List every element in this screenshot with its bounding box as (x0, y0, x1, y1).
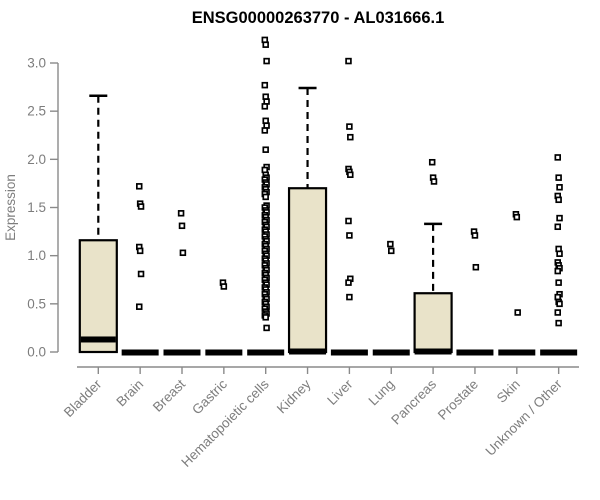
box-Pancreas (413, 292, 453, 354)
y-tick-label: 0.5 (27, 296, 46, 311)
median-line (289, 348, 327, 355)
zero-box-Lung (372, 349, 410, 356)
zero-box-Prostate (456, 349, 494, 356)
outlier-point (345, 57, 352, 65)
outlier-point (136, 183, 143, 190)
outlier-point (387, 240, 394, 248)
median-line (80, 336, 116, 343)
x-tick-label: Prostate (435, 377, 481, 423)
outlier-point (556, 184, 563, 191)
outlier-point (514, 309, 521, 316)
y-axis-title: Expression (3, 174, 18, 241)
outlier-point (554, 309, 561, 316)
outlier-point (346, 123, 353, 130)
outlier-point (471, 232, 479, 239)
outlier-point (428, 158, 436, 166)
zero-box-Liver (330, 349, 368, 356)
zero-box-Breast (163, 349, 201, 356)
outlier-point (554, 223, 561, 231)
x-tick-label: Gastric (189, 376, 230, 417)
y-tick-label: 1.5 (27, 200, 46, 215)
outlier-point (262, 193, 269, 201)
outlier-point (263, 57, 270, 65)
outlier-point (555, 279, 562, 286)
outlier-point (346, 293, 353, 301)
outlier-point (346, 232, 353, 239)
x-tick-label: Kidney (274, 376, 314, 416)
x-tick-label: Lung (366, 377, 398, 409)
outlier-point (136, 303, 143, 310)
outlier-point (513, 213, 521, 221)
x-tick-label: Pancreas (388, 376, 439, 427)
box-Kidney (287, 187, 328, 354)
y-tick-label: 3.0 (27, 56, 46, 71)
y-tick-label: 2.0 (27, 152, 46, 167)
x-tick-label: Liver (324, 376, 356, 408)
outlier-point (263, 324, 270, 332)
x-tick-label: Bladder (61, 376, 105, 420)
chart-title: ENSG00000263770 - AL031666.1 (191, 9, 445, 27)
outlier-point (262, 146, 269, 153)
outlier-point (555, 319, 562, 327)
outlier-point (262, 41, 269, 48)
x-tick-label: Unknown / Other (483, 376, 566, 459)
outlier-point (555, 174, 562, 181)
outlier-point (388, 247, 395, 255)
box-Bladder (78, 239, 118, 354)
y-tick-label: 1.0 (27, 248, 46, 263)
outlier-point (556, 250, 563, 257)
outlier-point (345, 217, 352, 225)
outlier-point (137, 270, 145, 278)
outlier-point (261, 81, 269, 89)
outlier-point (556, 214, 563, 222)
x-tick-label: Skin (494, 377, 523, 406)
outlier-point (261, 127, 269, 134)
outlier-point (430, 178, 438, 185)
y-tick-label: 0.0 (27, 345, 46, 360)
outlier-point (554, 154, 561, 161)
zero-box-Unknown / Other (540, 349, 578, 356)
y-tick-label: 2.5 (27, 104, 46, 119)
median-line (414, 348, 452, 355)
outlier-point (137, 203, 145, 210)
zero-box-Gastric (205, 349, 243, 356)
zero-box-Hematopoietic cells (247, 349, 285, 356)
outlier-point (472, 263, 480, 271)
outlier-point (262, 314, 269, 321)
outlier-point (136, 247, 144, 255)
zero-box-Skin (498, 349, 536, 356)
outlier-point (220, 283, 228, 290)
outlier-point (179, 249, 187, 257)
outlier-point (345, 279, 352, 286)
outlier-point (261, 103, 269, 110)
outlier-point (554, 267, 561, 275)
x-tick-label: Brain (113, 377, 146, 410)
outlier-point (556, 300, 563, 308)
outlier-point (555, 196, 562, 204)
outlier-point (178, 222, 186, 230)
outlier-point (347, 171, 354, 178)
outlier-point (347, 133, 354, 141)
zero-box-Brain (121, 349, 159, 356)
outlier-point (177, 210, 185, 217)
x-tick-label: Breast (150, 376, 188, 414)
